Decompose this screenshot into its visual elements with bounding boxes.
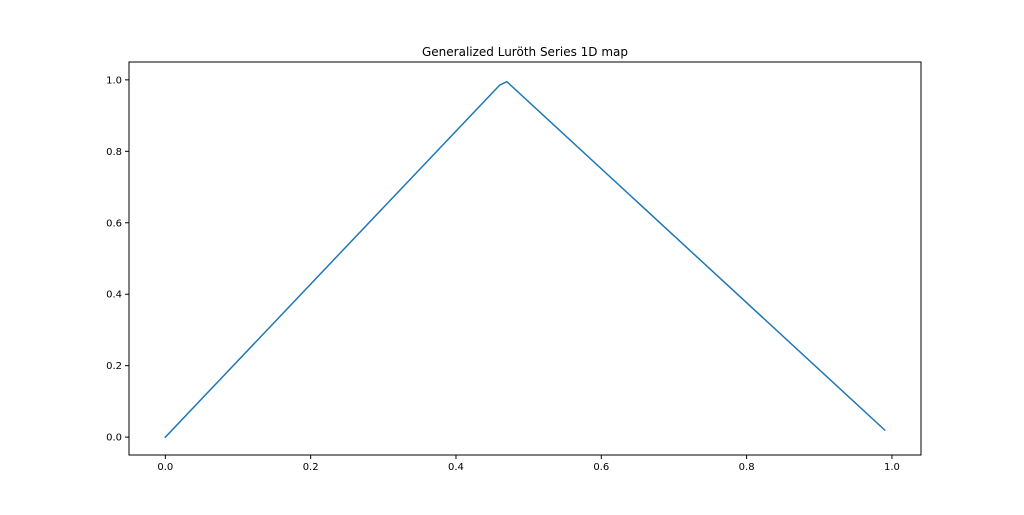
x-tick-label: 0.2 [303, 462, 319, 473]
x-tick-label: 0.6 [593, 462, 609, 473]
chart-title: Generalized Luröth Series 1D map [422, 45, 628, 59]
x-tick-label: 0.8 [739, 462, 755, 473]
y-tick-label: 1.0 [106, 75, 122, 86]
x-tick-label: 1.0 [884, 462, 900, 473]
x-tick-label: 0.4 [448, 462, 464, 473]
plot-area [164, 80, 886, 439]
x-tick-label: 0.0 [157, 462, 173, 473]
series-line [164, 80, 886, 439]
y-tick-label: 0.6 [106, 218, 122, 229]
y-tick-label: 0.2 [106, 361, 122, 372]
y-tick-label: 0.8 [106, 147, 122, 158]
y-axis: 0.0 0.2 0.4 0.6 0.8 1.0 [106, 75, 129, 444]
y-tick-label: 0.4 [106, 290, 122, 301]
axes-frame [128, 61, 922, 456]
y-tick-label: 0.0 [106, 433, 122, 444]
x-axis: 0.0 0.2 0.4 0.6 0.8 1.0 [157, 455, 900, 473]
